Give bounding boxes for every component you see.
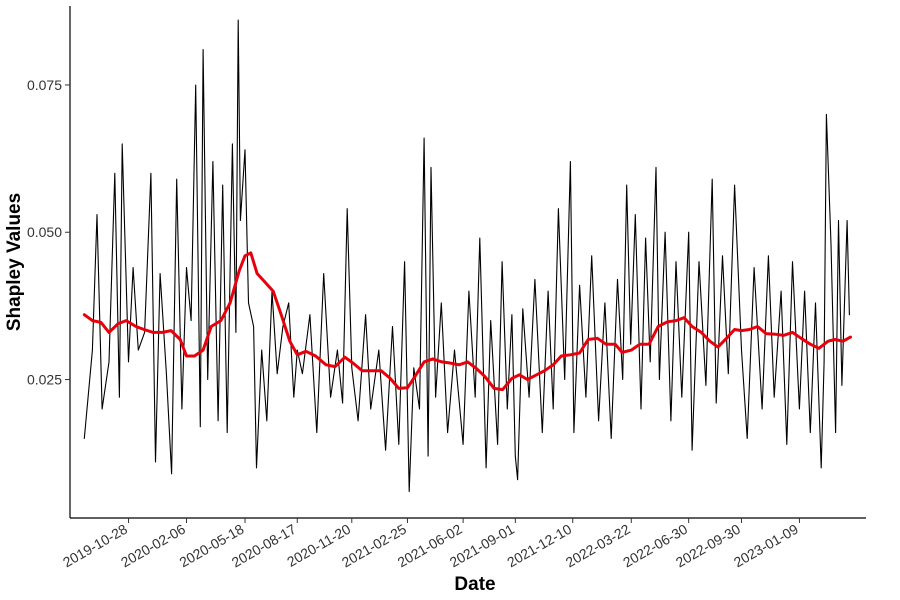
y-tick-label: 0.025: [27, 372, 62, 388]
y-tick-label: 0.050: [27, 224, 62, 240]
x-tick-label: 2019-10-28: [60, 521, 130, 571]
smoothed-trend-series-line: [82, 251, 852, 392]
x-tick-label: 2020-02-06: [118, 521, 188, 571]
x-tick-label: 2021-12-10: [504, 521, 574, 571]
y-tick-label: 0.075: [27, 77, 62, 93]
raw-shapley-series-line: [83, 19, 850, 493]
y-axis-title: Shapley Values: [4, 193, 25, 331]
x-tick-label: 2022-03-22: [563, 521, 633, 571]
plot-area: [82, 19, 852, 493]
x-axis-title: Date: [454, 574, 495, 595]
x-tick-label: 2023-01-09: [731, 521, 801, 571]
